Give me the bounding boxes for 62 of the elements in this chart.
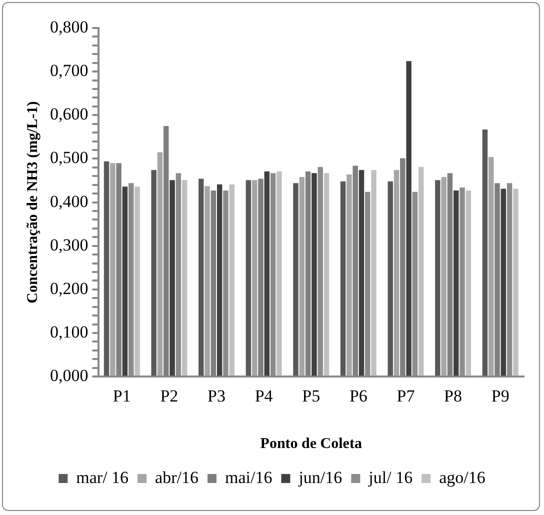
bar [388, 181, 393, 376]
y-tick-label: 0,200 [50, 278, 88, 298]
bar [513, 188, 518, 376]
y-tick-label: 0,300 [50, 235, 88, 254]
bar [276, 171, 282, 376]
x-axis-title: Ponto de Coleta [260, 436, 362, 452]
legend-label: abr/16 [155, 468, 198, 487]
x-tick-label: P8 [444, 386, 462, 406]
y-tick-label: 0,400 [50, 192, 88, 211]
bar [104, 161, 110, 376]
legend-label: ago/16 [439, 468, 486, 487]
x-tick-label: P5 [302, 386, 320, 406]
bar [264, 171, 270, 376]
bar [229, 184, 234, 376]
y-tick-label: 0,000 [50, 366, 88, 386]
x-tick-label: P9 [491, 386, 510, 406]
bar [500, 188, 506, 376]
y-tick-label: 0,800 [50, 17, 88, 36]
bar [170, 180, 175, 376]
y-tick-label: 0,100 [50, 322, 88, 342]
bar [454, 190, 459, 376]
x-tick-label: P4 [254, 386, 274, 406]
bar [346, 174, 352, 376]
bar [466, 190, 472, 376]
bar [482, 130, 488, 376]
legend-label: mar/ 16 [76, 468, 129, 487]
x-tick-label: P3 [208, 386, 226, 406]
bar [358, 170, 364, 376]
bar [157, 152, 163, 376]
x-tick-label: P1 [112, 386, 131, 406]
bar [122, 186, 128, 376]
bar [246, 180, 252, 376]
bar [488, 156, 494, 376]
bar [134, 186, 140, 376]
bar [441, 177, 446, 376]
legend-label: jul/ 16 [368, 468, 413, 487]
bar [340, 181, 346, 376]
bar [151, 170, 156, 376]
bar [312, 173, 317, 376]
bar [418, 167, 424, 376]
bar [406, 61, 412, 376]
bar [299, 177, 305, 376]
y-tick-label: 0,700 [50, 61, 88, 80]
bar [435, 180, 440, 376]
bar [371, 170, 376, 376]
bar [204, 186, 210, 376]
bar [324, 173, 330, 376]
y-tick-label: 0,500 [50, 148, 88, 168]
x-tick-label: P6 [349, 386, 368, 406]
bar [182, 180, 188, 376]
y-axis-title: Concentração de NH3 (mg/L-1) [24, 101, 41, 304]
bar [110, 163, 116, 376]
y-tick-label: 0,600 [50, 104, 88, 124]
bar [293, 183, 298, 376]
x-tick-label: P2 [160, 386, 178, 406]
legend-label: mai/16 [224, 468, 272, 487]
bar [252, 180, 258, 376]
bar [216, 184, 222, 376]
bar [394, 170, 400, 376]
legend-label: jun/16 [298, 468, 342, 487]
x-tick-label: P7 [396, 386, 416, 406]
bar [198, 178, 204, 376]
